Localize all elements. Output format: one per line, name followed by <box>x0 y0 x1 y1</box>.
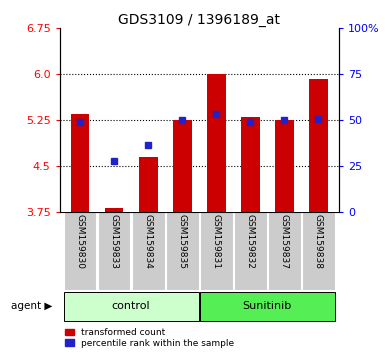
Text: control: control <box>112 301 151 311</box>
Text: Sunitinib: Sunitinib <box>243 301 292 311</box>
Bar <box>268 212 301 290</box>
Text: GSM159837: GSM159837 <box>280 214 289 269</box>
Bar <box>234 212 267 290</box>
Title: GDS3109 / 1396189_at: GDS3109 / 1396189_at <box>118 13 280 27</box>
Bar <box>166 212 199 290</box>
Text: GSM159838: GSM159838 <box>314 214 323 269</box>
Bar <box>200 212 233 290</box>
Bar <box>207 74 226 212</box>
Text: GSM159833: GSM159833 <box>110 214 119 269</box>
Bar <box>105 208 124 212</box>
Bar <box>309 79 328 212</box>
Legend: transformed count, percentile rank within the sample: transformed count, percentile rank withi… <box>64 327 235 349</box>
Bar <box>98 212 131 290</box>
Bar <box>64 212 96 290</box>
Bar <box>173 120 192 212</box>
Text: GSM159835: GSM159835 <box>178 214 187 269</box>
Bar <box>132 212 164 290</box>
Text: GSM159832: GSM159832 <box>246 214 255 269</box>
Text: GSM159830: GSM159830 <box>75 214 85 269</box>
Bar <box>200 292 335 321</box>
Text: agent ▶: agent ▶ <box>11 301 52 311</box>
Bar <box>71 114 89 212</box>
Bar <box>241 117 259 212</box>
Bar <box>302 212 335 290</box>
Text: GSM159831: GSM159831 <box>212 214 221 269</box>
Text: GSM159834: GSM159834 <box>144 214 153 269</box>
Bar <box>64 292 199 321</box>
Bar <box>139 157 157 212</box>
Bar <box>275 120 294 212</box>
